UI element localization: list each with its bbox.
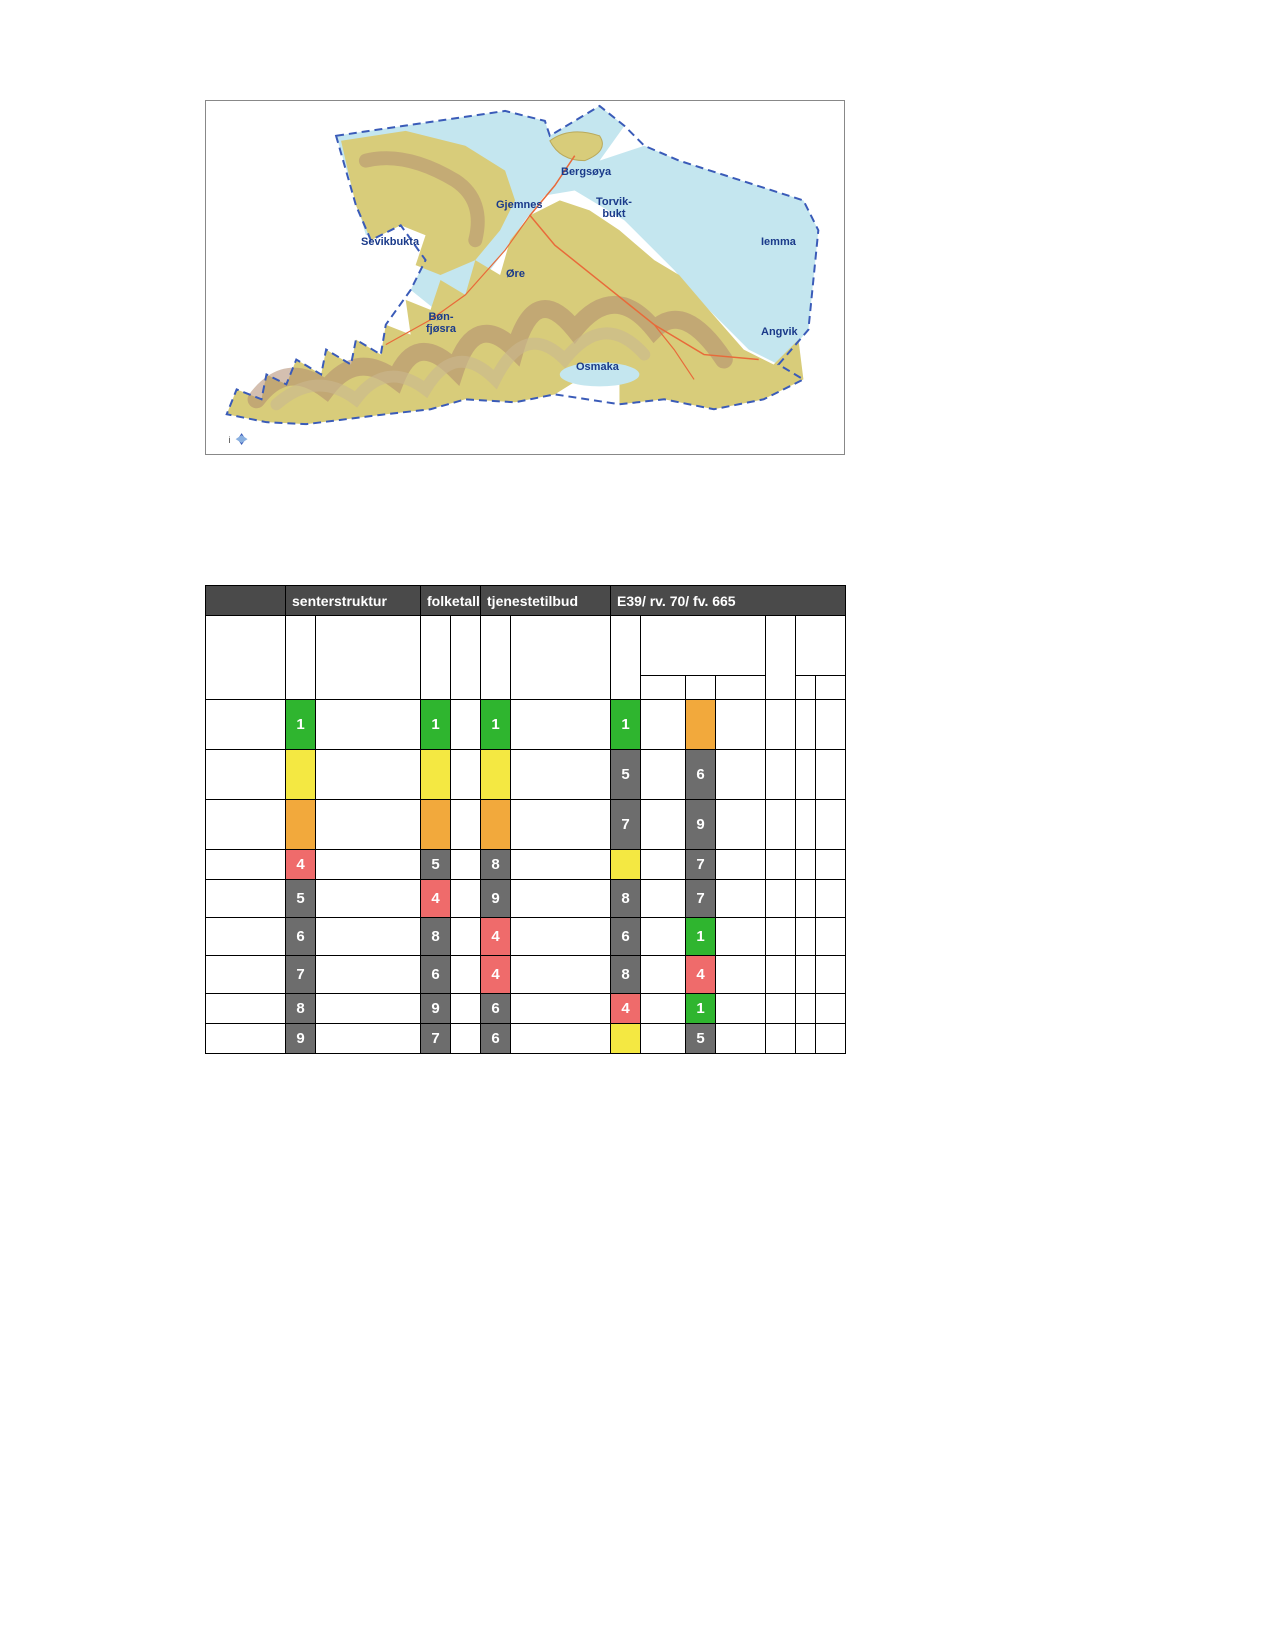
table-row: 5 6 xyxy=(206,750,846,800)
cell xyxy=(481,800,511,850)
table-subheader-row xyxy=(206,616,846,676)
cell: 1 xyxy=(686,994,716,1024)
table-row: 7 9 xyxy=(206,800,846,850)
cell: 1 xyxy=(286,700,316,750)
cell xyxy=(611,1024,641,1054)
cell xyxy=(421,800,451,850)
cell: 1 xyxy=(421,700,451,750)
cell: 6 xyxy=(286,918,316,956)
cell: 6 xyxy=(481,1024,511,1054)
cell: 8 xyxy=(421,918,451,956)
cell: 6 xyxy=(421,956,451,994)
cell: 6 xyxy=(686,750,716,800)
cell: 5 xyxy=(611,750,641,800)
cell: 4 xyxy=(481,918,511,956)
map-figure: i Bergsøya Gjemnes Torvik-bukt Sevikbukt… xyxy=(205,100,845,455)
cell: 9 xyxy=(421,994,451,1024)
cell: 4 xyxy=(481,956,511,994)
cell: 5 xyxy=(286,880,316,918)
map-label-torvikbukt: Torvik-bukt xyxy=(596,196,632,220)
cell: 7 xyxy=(686,880,716,918)
document-page: i Bergsøya Gjemnes Torvik-bukt Sevikbukt… xyxy=(0,0,1275,1650)
cell: 4 xyxy=(686,956,716,994)
map-label-ore: Øre xyxy=(506,268,525,280)
cell xyxy=(686,700,716,750)
cell xyxy=(611,850,641,880)
map-label-sevikbukta: Sevikbukta xyxy=(361,236,419,248)
map-label-osmaka: Osmaka xyxy=(576,361,619,373)
cell: 8 xyxy=(611,956,641,994)
cell xyxy=(481,750,511,800)
map-svg: i xyxy=(206,101,844,454)
table-row: 9 7 6 5 xyxy=(206,1024,846,1054)
cell: 1 xyxy=(686,918,716,956)
cell: 9 xyxy=(286,1024,316,1054)
hdr-e39: E39/ rv. 70/ fv. 665 xyxy=(611,586,846,616)
map-label-bergsoya: Bergsøya xyxy=(561,166,611,178)
map-label-angvik: Angvik xyxy=(761,326,798,338)
hdr-folketall: folketall xyxy=(421,586,481,616)
table-row: 6 8 4 6 1 xyxy=(206,918,846,956)
table-row: 1 1 1 1 xyxy=(206,700,846,750)
hdr-tjenestetilbud: tjenestetilbud xyxy=(481,586,611,616)
cell: 7 xyxy=(611,800,641,850)
cell xyxy=(286,800,316,850)
cell: 5 xyxy=(686,1024,716,1054)
cell: 4 xyxy=(611,994,641,1024)
table-header-row: senterstruktur folketall tjenestetilbud … xyxy=(206,586,846,616)
cell: 7 xyxy=(686,850,716,880)
hdr-blank xyxy=(206,586,286,616)
cell: 8 xyxy=(286,994,316,1024)
cell: 9 xyxy=(481,880,511,918)
map-label-gjemnes: Gjemnes xyxy=(496,199,542,211)
table-row: 8 9 6 4 1 xyxy=(206,994,846,1024)
cell: 8 xyxy=(611,880,641,918)
cell xyxy=(286,750,316,800)
cell: 4 xyxy=(421,880,451,918)
hdr-senterstruktur: senterstruktur xyxy=(286,586,421,616)
cell: 6 xyxy=(481,994,511,1024)
cell: 8 xyxy=(481,850,511,880)
map-label-iemma: Iemma xyxy=(761,236,796,248)
cell: 1 xyxy=(481,700,511,750)
ranking-table: senterstruktur folketall tjenestetilbud … xyxy=(205,585,845,1054)
cell: 7 xyxy=(286,956,316,994)
cell: 4 xyxy=(286,850,316,880)
cell: 9 xyxy=(686,800,716,850)
table-row: 5 4 9 8 7 xyxy=(206,880,846,918)
table-row: 4 5 8 7 xyxy=(206,850,846,880)
table: senterstruktur folketall tjenestetilbud … xyxy=(205,585,846,1054)
cell: 7 xyxy=(421,1024,451,1054)
cell: 5 xyxy=(421,850,451,880)
cell: 6 xyxy=(611,918,641,956)
table-row: 7 6 4 8 4 xyxy=(206,956,846,994)
svg-text:i: i xyxy=(229,435,231,445)
cell: 1 xyxy=(611,700,641,750)
map-label-bonfjoera: Bøn-fjøsra xyxy=(426,311,456,335)
cell xyxy=(421,750,451,800)
